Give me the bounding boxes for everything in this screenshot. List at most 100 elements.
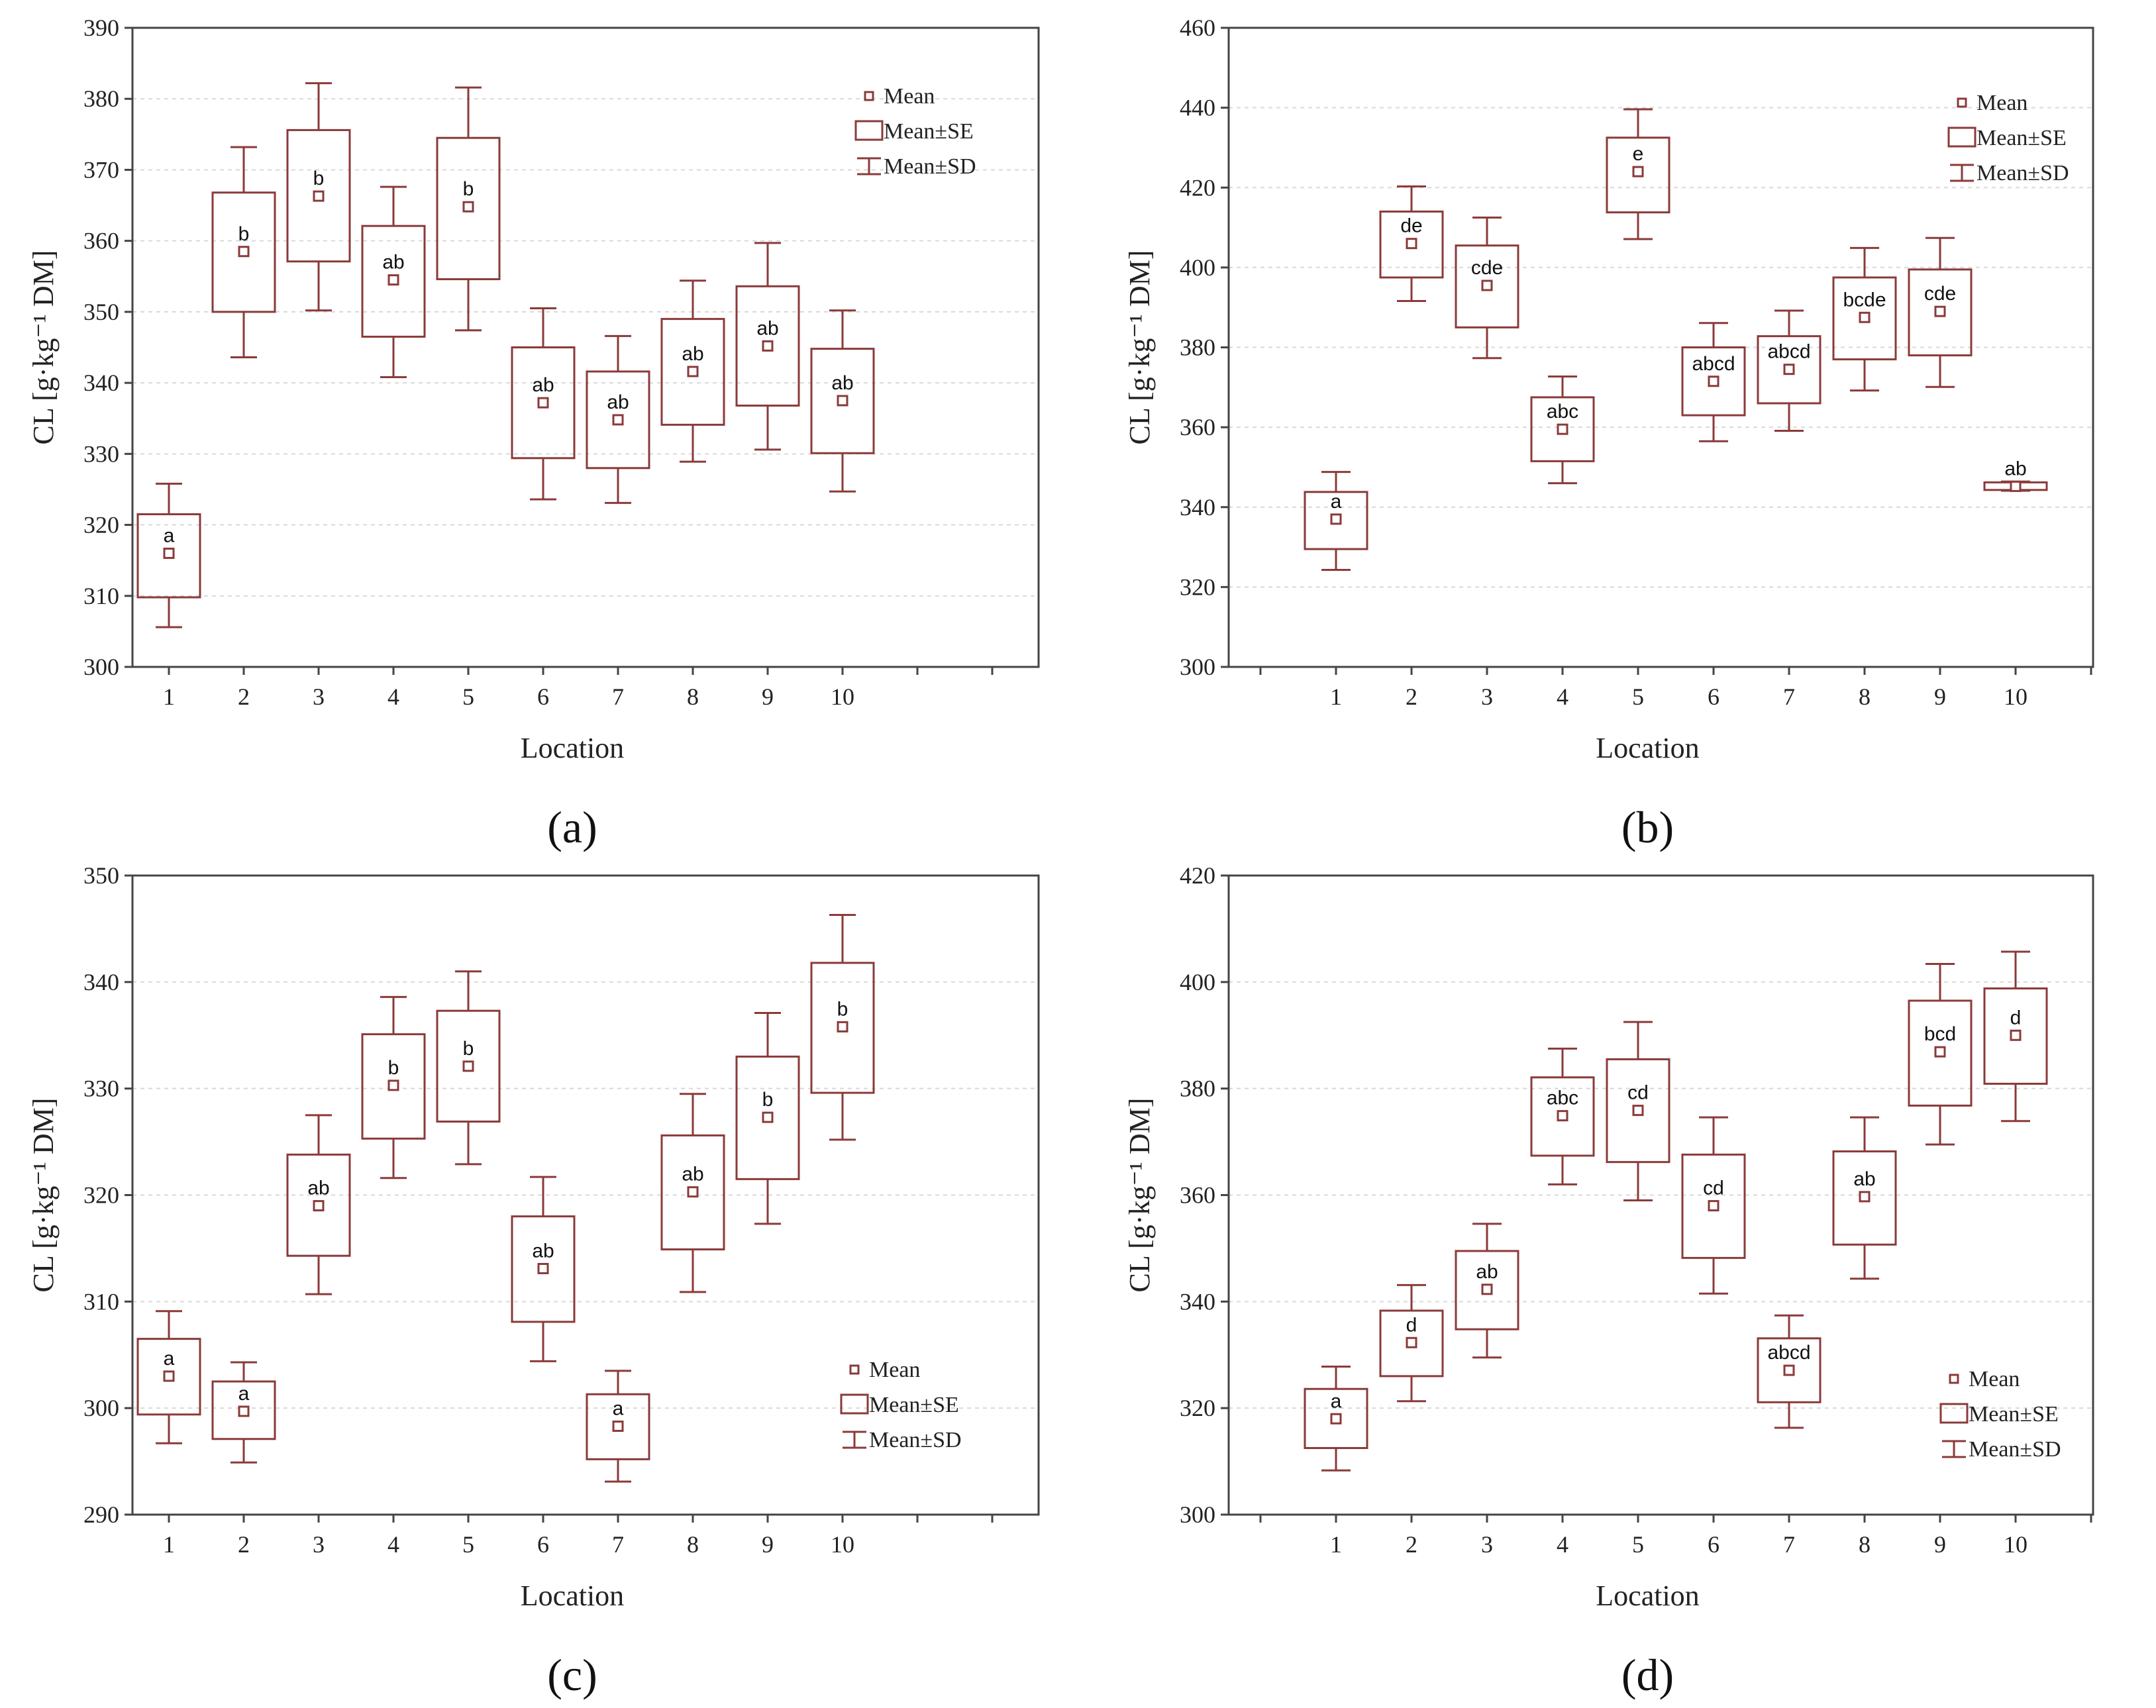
x-tick-label: 7 [612, 683, 624, 710]
mean-marker [687, 366, 699, 377]
box-mark-5: b [436, 970, 501, 1166]
se-box [810, 348, 875, 454]
y-tick-label: 380 [1180, 1076, 1215, 1102]
legend-sd-label: Mean±SD [1976, 161, 2069, 185]
se-box [1757, 335, 1822, 405]
significance-letter: a [1331, 491, 1342, 513]
se-box [1530, 396, 1595, 462]
se-box [436, 1009, 501, 1123]
y-tick-label: 400 [1180, 969, 1215, 995]
y-tick-label: 350 [83, 299, 119, 325]
y-tick-label: 420 [1180, 862, 1215, 889]
significance-letter: b [238, 223, 250, 245]
x-tick-label: 3 [313, 1531, 325, 1558]
se-box [1455, 1250, 1519, 1331]
se-box [1681, 346, 1746, 417]
mean-marker [238, 246, 250, 258]
y-tick-label: 320 [1180, 1395, 1215, 1421]
significance-letter: cde [1471, 257, 1503, 279]
significance-letter: bcde [1843, 289, 1886, 311]
box-mark-6: abcd [1681, 322, 1746, 442]
se-box [1681, 1153, 1746, 1259]
box-mark-3: b [286, 82, 351, 312]
mean-marker [1859, 1191, 1871, 1203]
mean-marker [1406, 1336, 1417, 1348]
y-tick-label: 330 [83, 1076, 119, 1102]
x-tick-label: 7 [1783, 683, 1795, 710]
x-axis-label: Location [1596, 732, 1699, 764]
x-tick-label: 3 [313, 683, 325, 710]
panel-label: (a) [547, 802, 597, 852]
se-box [735, 1055, 800, 1180]
se-box [136, 1338, 201, 1416]
mean-marker [612, 414, 624, 426]
se-box [586, 370, 650, 470]
x-tick-label: 9 [762, 683, 774, 710]
legend-sd-label: Mean±SD [869, 1428, 962, 1452]
box-mark-9: cde [1908, 236, 1973, 388]
y-tick-label: 360 [1180, 414, 1215, 440]
mean-marker [163, 547, 175, 559]
significance-letter: ab [831, 372, 853, 394]
significance-letter: abcd [1767, 1342, 1810, 1364]
x-tick-label: 10 [831, 683, 854, 710]
box-mark-8: ab [1832, 1116, 1897, 1280]
legend: Mean Mean±SE Mean±SD [1947, 91, 2069, 185]
se-box [660, 1134, 725, 1251]
legend-mean-icon [849, 1364, 860, 1375]
box-mark-8: ab [660, 1093, 725, 1293]
legend-se-label: Mean±SE [1976, 126, 2067, 150]
x-tick-label: 2 [1406, 683, 1417, 710]
x-tick-label: 6 [1708, 683, 1720, 710]
mean-marker [1330, 1413, 1342, 1425]
y-axis-label: CL [g·kg⁻¹ DM] [27, 1098, 60, 1293]
y-tick-label: 350 [83, 862, 119, 889]
x-tick-label: 6 [537, 683, 549, 710]
panel-label: (d) [1621, 1650, 1674, 1700]
x-tick-label: 2 [1406, 1531, 1417, 1558]
se-box [1304, 1387, 1368, 1449]
box-mark-10: ab [810, 309, 875, 493]
significance-letter: abc [1547, 401, 1578, 423]
y-tick-label: 390 [83, 15, 119, 41]
mean-marker [537, 1262, 549, 1274]
legend-mean-label: Mean [884, 84, 935, 109]
se-box [511, 1215, 576, 1323]
x-tick-label: 8 [687, 1531, 699, 1558]
se-box [1379, 210, 1444, 279]
box-mark-1: a [1304, 471, 1368, 571]
y-tick-label: 300 [83, 1395, 119, 1421]
x-tick-label: 10 [831, 1531, 854, 1558]
x-tick-label: 6 [1708, 1531, 1720, 1558]
significance-letter: a [613, 1398, 624, 1420]
x-axis-label: Location [1596, 1580, 1699, 1612]
mean-marker [762, 1111, 774, 1123]
x-tick-label: 7 [612, 1531, 624, 1558]
box-mark-5: e [1606, 108, 1670, 240]
x-tick-label: 4 [1557, 683, 1568, 710]
x-tick-label: 1 [163, 1531, 175, 1558]
legend-sd-label: Mean±SD [884, 154, 976, 179]
box-mark-6: ab [511, 1176, 576, 1362]
se-box [1455, 244, 1519, 328]
se-box [1908, 268, 1973, 357]
significance-letter: ab [607, 391, 629, 413]
se-box [136, 513, 201, 599]
y-tick-label: 330 [83, 440, 119, 467]
legend: Mean Mean±SE Mean±SD [840, 1358, 962, 1452]
y-tick-label: 320 [1180, 574, 1215, 600]
plot-frame [1227, 26, 2094, 668]
significance-letter: ab [382, 252, 404, 274]
significance-letter: ab [307, 1178, 329, 1199]
box-mark-10: ab [1983, 458, 2048, 492]
x-tick-label: 1 [1330, 683, 1342, 710]
panel-label: (b) [1621, 802, 1674, 852]
se-box [1983, 987, 2048, 1085]
x-tick-label: 5 [462, 1531, 474, 1558]
y-tick-label: 320 [83, 512, 119, 538]
se-box [511, 346, 576, 460]
significance-letter: a [164, 525, 175, 546]
significance-letter: cd [1627, 1082, 1649, 1104]
box-mark-7: abcd [1757, 309, 1822, 432]
x-tick-label: 9 [1934, 1531, 1946, 1558]
